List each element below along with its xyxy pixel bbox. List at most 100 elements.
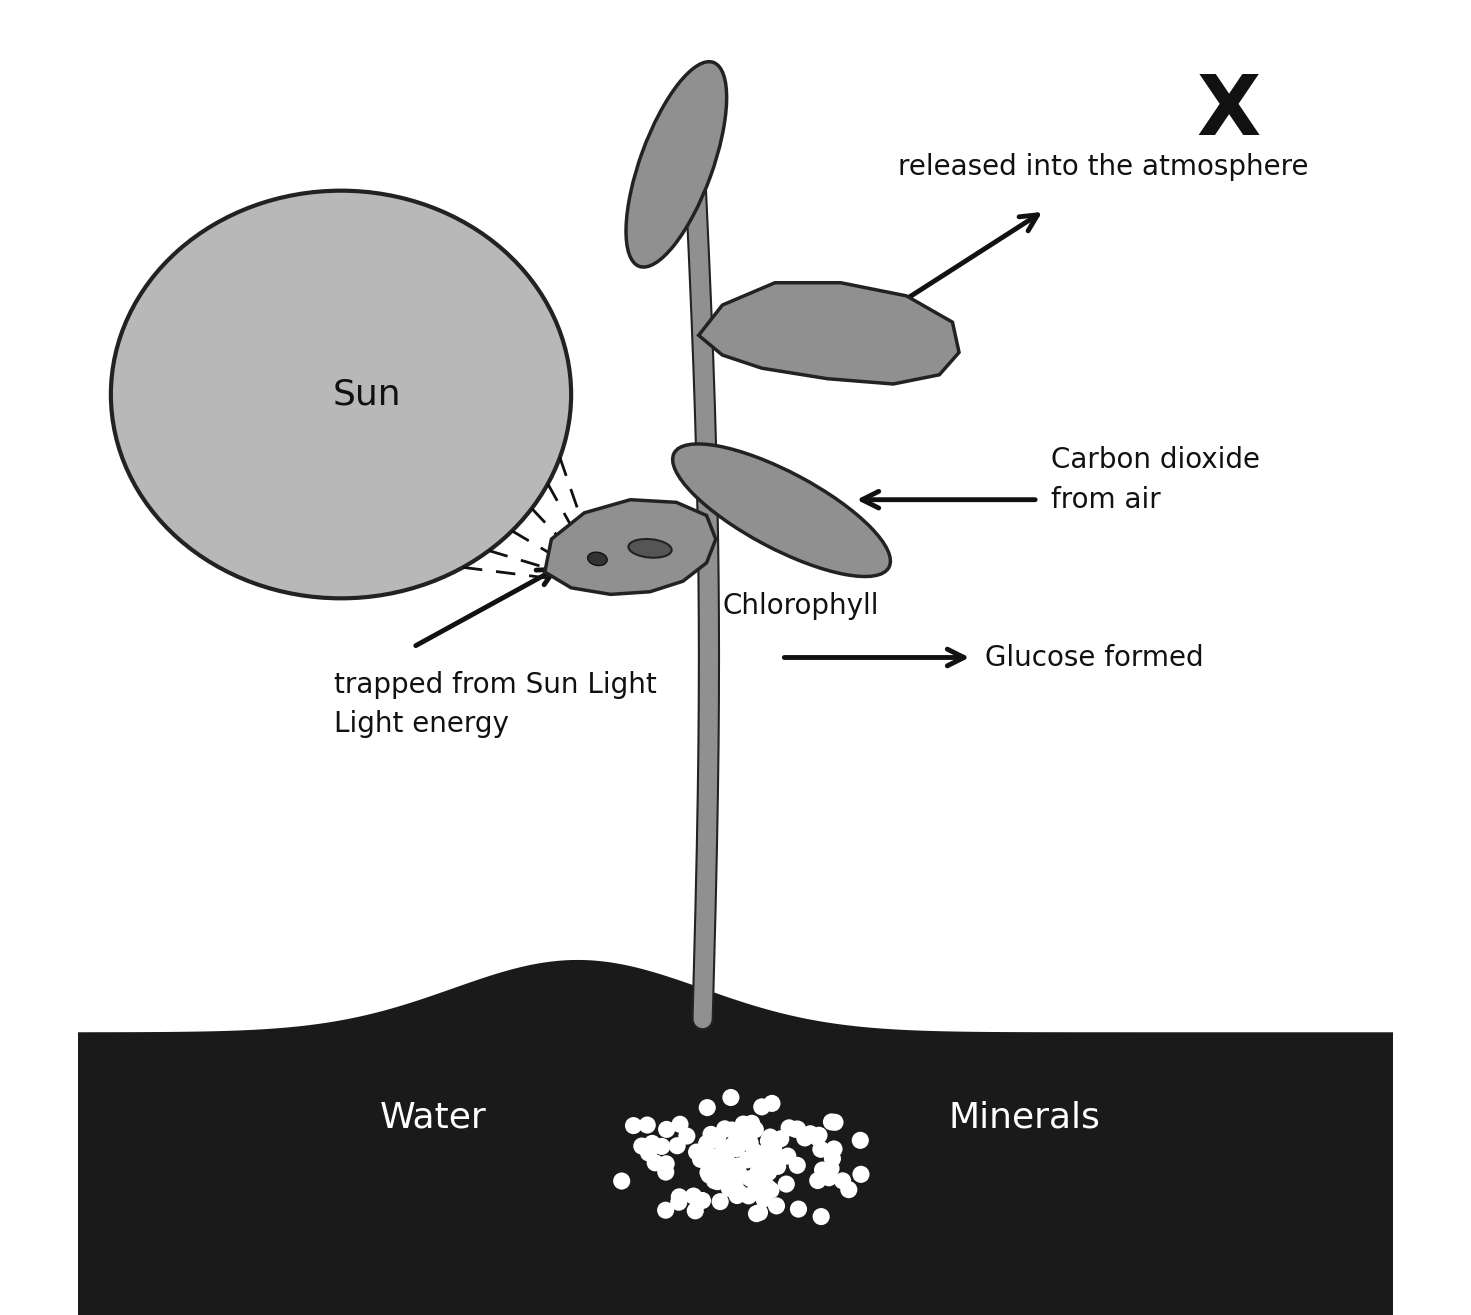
Circle shape <box>722 1089 740 1106</box>
Text: Light energy: Light energy <box>334 710 509 738</box>
Circle shape <box>763 1145 781 1162</box>
Circle shape <box>712 1157 730 1174</box>
Circle shape <box>755 1155 771 1172</box>
Circle shape <box>822 1114 840 1131</box>
Circle shape <box>756 1190 772 1207</box>
Circle shape <box>768 1198 786 1215</box>
Circle shape <box>653 1137 671 1155</box>
Circle shape <box>834 1172 852 1189</box>
Circle shape <box>747 1180 765 1197</box>
Circle shape <box>762 1182 780 1199</box>
Circle shape <box>743 1115 761 1132</box>
Polygon shape <box>699 283 959 384</box>
Circle shape <box>669 1137 685 1155</box>
Circle shape <box>762 1147 780 1164</box>
Circle shape <box>700 1166 718 1184</box>
Text: Water: Water <box>380 1101 487 1135</box>
Circle shape <box>740 1187 758 1205</box>
Circle shape <box>787 1120 805 1137</box>
Circle shape <box>721 1180 738 1197</box>
Circle shape <box>827 1114 843 1131</box>
Circle shape <box>734 1135 750 1152</box>
Polygon shape <box>544 500 716 594</box>
Text: Sun: Sun <box>332 377 402 412</box>
Circle shape <box>753 1169 771 1186</box>
Circle shape <box>724 1159 740 1176</box>
Text: Chlorophyll: Chlorophyll <box>722 592 878 619</box>
Text: trapped from Sun Light: trapped from Sun Light <box>334 671 658 698</box>
Text: Carbon dioxide: Carbon dioxide <box>1052 446 1261 475</box>
Circle shape <box>731 1185 749 1202</box>
Text: released into the atmosphere: released into the atmosphere <box>899 153 1309 181</box>
Circle shape <box>725 1159 741 1176</box>
Circle shape <box>780 1148 796 1165</box>
Circle shape <box>671 1189 688 1206</box>
Polygon shape <box>78 960 1393 1315</box>
Circle shape <box>809 1172 827 1189</box>
Circle shape <box>852 1166 869 1184</box>
Circle shape <box>821 1169 837 1186</box>
Text: Glucose formed: Glucose formed <box>986 643 1203 672</box>
Circle shape <box>728 1140 746 1157</box>
Circle shape <box>727 1176 744 1193</box>
Circle shape <box>765 1140 783 1157</box>
Circle shape <box>658 1164 674 1181</box>
Circle shape <box>747 1122 763 1139</box>
Circle shape <box>658 1202 674 1219</box>
Circle shape <box>638 1116 656 1134</box>
Circle shape <box>718 1152 734 1169</box>
Ellipse shape <box>587 552 608 565</box>
Circle shape <box>625 1116 641 1134</box>
Circle shape <box>678 1127 696 1144</box>
Circle shape <box>699 1099 716 1116</box>
Circle shape <box>706 1172 724 1189</box>
Circle shape <box>687 1202 703 1219</box>
Circle shape <box>812 1208 830 1226</box>
Circle shape <box>718 1152 736 1169</box>
Circle shape <box>719 1143 737 1160</box>
Circle shape <box>788 1120 806 1137</box>
Circle shape <box>809 1128 825 1145</box>
Circle shape <box>769 1153 786 1170</box>
Ellipse shape <box>110 191 571 598</box>
Circle shape <box>796 1130 813 1147</box>
Circle shape <box>852 1132 869 1149</box>
Circle shape <box>812 1140 830 1157</box>
Circle shape <box>713 1164 730 1181</box>
Circle shape <box>633 1137 650 1155</box>
Circle shape <box>761 1164 777 1181</box>
Circle shape <box>658 1155 675 1172</box>
Circle shape <box>728 1187 746 1205</box>
Circle shape <box>734 1115 752 1132</box>
Ellipse shape <box>672 444 890 576</box>
Circle shape <box>741 1135 759 1152</box>
Circle shape <box>724 1136 741 1153</box>
Circle shape <box>736 1130 752 1147</box>
Circle shape <box>709 1128 727 1145</box>
Ellipse shape <box>627 62 727 267</box>
Circle shape <box>699 1164 716 1181</box>
Circle shape <box>671 1194 687 1211</box>
Circle shape <box>763 1095 781 1112</box>
Circle shape <box>778 1176 794 1193</box>
Circle shape <box>772 1130 790 1147</box>
Text: Minerals: Minerals <box>949 1101 1100 1135</box>
Circle shape <box>825 1140 843 1157</box>
Circle shape <box>822 1160 840 1177</box>
Circle shape <box>713 1145 731 1162</box>
Text: from air: from air <box>1052 485 1161 514</box>
Circle shape <box>688 1144 705 1161</box>
Circle shape <box>749 1164 766 1181</box>
Circle shape <box>658 1120 675 1137</box>
Circle shape <box>759 1178 777 1195</box>
Circle shape <box>703 1126 719 1143</box>
Circle shape <box>761 1132 777 1149</box>
Circle shape <box>718 1156 736 1173</box>
Circle shape <box>740 1118 756 1135</box>
Text: X: X <box>1196 71 1261 153</box>
Circle shape <box>790 1201 808 1218</box>
Circle shape <box>747 1205 765 1222</box>
Circle shape <box>641 1139 659 1156</box>
Circle shape <box>840 1181 858 1198</box>
Circle shape <box>811 1127 828 1144</box>
